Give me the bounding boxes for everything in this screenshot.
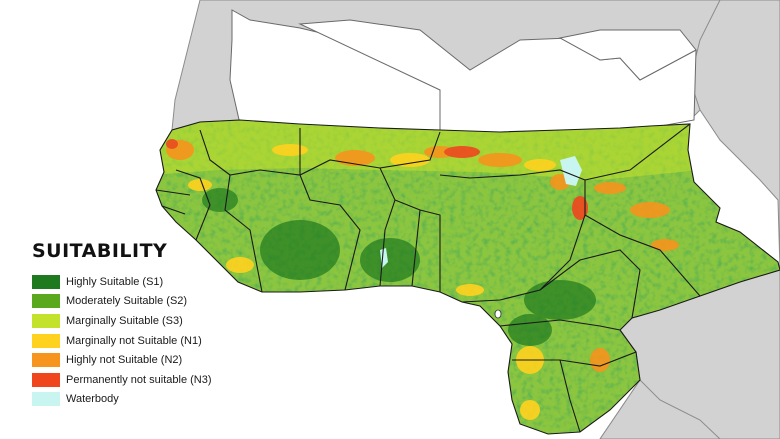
swatch-s2-icon [32, 294, 60, 309]
legend-item-label: Marginally Suitable (S3) [66, 314, 183, 327]
legend-item-label: Moderately Suitable (S2) [66, 295, 188, 308]
swatch-s3-icon [32, 313, 60, 328]
swatch-waterbody-icon [32, 392, 60, 407]
legend-item: Marginally not Suitable (N1) [32, 331, 292, 351]
sahara-zone [229, 9, 697, 135]
legend-item: Permanently not suitable (N3) [32, 370, 292, 390]
legend-title: SUITABILITY [32, 240, 168, 262]
legend-item: Highly not Suitable (N2) [32, 350, 292, 370]
swatch-n2-icon [32, 353, 60, 368]
legend-item: Waterbody [32, 390, 292, 410]
legend-item: Marginally Suitable (S3) [32, 311, 292, 331]
legend-item-label: Highly not Suitable (N2) [66, 354, 183, 367]
country-borders [155, 119, 780, 435]
swatch-s1-icon [32, 274, 60, 289]
legend-item-label: Waterbody [66, 393, 119, 406]
island [494, 309, 502, 319]
legend-item-label: Marginally not Suitable (N1) [66, 334, 202, 347]
legend-item-label: Permanently not suitable (N3) [66, 373, 212, 386]
legend-item-label: Highly Suitable (S1) [66, 275, 164, 288]
legend-item: Highly Suitable (S1) [32, 272, 292, 292]
legend: SUITABILITY Highly Suitable (S1) Moderate… [32, 240, 292, 409]
swatch-n1-icon [32, 333, 60, 348]
legend-item: Moderately Suitable (S2) [32, 292, 292, 312]
swatch-n3-icon [32, 372, 60, 387]
